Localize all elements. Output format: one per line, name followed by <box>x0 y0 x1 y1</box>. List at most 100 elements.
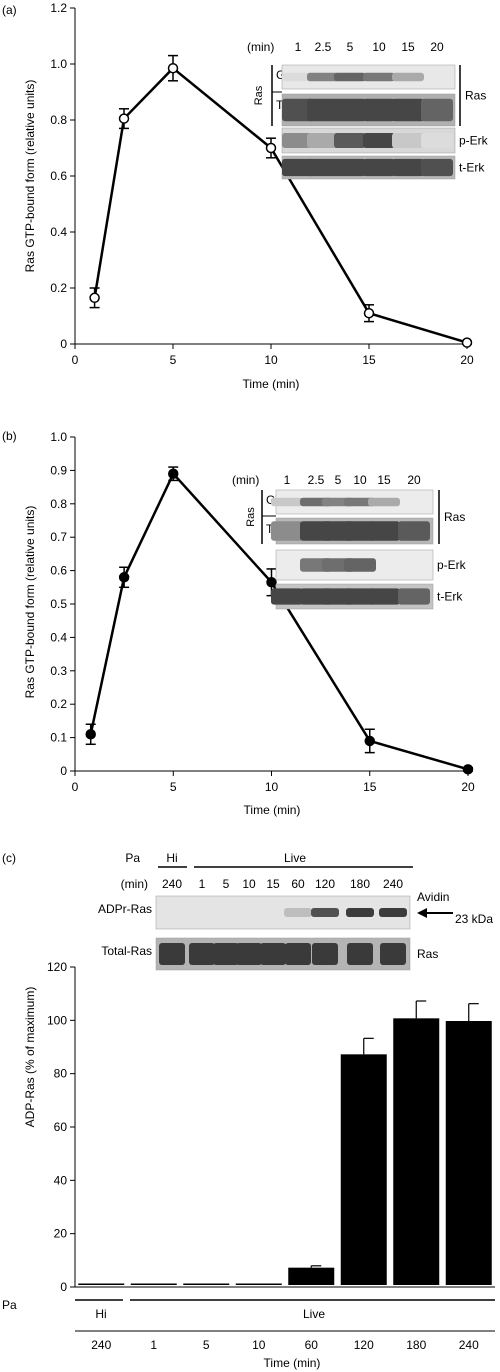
inset-row-label-perk: p-Erk <box>459 134 489 148</box>
blot-lane-label: 240 <box>162 877 182 891</box>
y-tick-label: 0.6 <box>50 564 67 578</box>
blot-avidin-label: Avidin <box>417 890 449 904</box>
blot-band <box>189 943 215 965</box>
inset-ras-side-label: Ras <box>245 507 257 527</box>
blot-lane-label: 120 <box>315 877 335 891</box>
blot-band <box>392 133 424 148</box>
blot-band <box>334 98 366 122</box>
data-point <box>462 764 474 775</box>
data-point <box>118 572 130 583</box>
blot-band <box>421 158 453 177</box>
blot-band <box>334 72 366 82</box>
inset-ras-right-label: Ras <box>444 510 465 524</box>
blot-band <box>282 98 314 122</box>
y-tick-label: 0 <box>60 337 67 351</box>
panel-b-label: (b) <box>2 429 17 443</box>
panel-a-x-axis-label: Time (min) <box>243 377 300 391</box>
panel-b-y-axis-label: Ras GTP-bound form (relative units) <box>23 506 37 699</box>
blot-lane-label: 10 <box>242 877 256 891</box>
data-point <box>364 735 375 747</box>
blot-min-label: (min) <box>121 877 148 891</box>
blot-band <box>346 908 374 917</box>
bar <box>78 1283 125 1285</box>
data-point <box>266 577 277 588</box>
blot-band <box>363 133 395 148</box>
inset-lane-label: 2.5 <box>308 473 325 487</box>
blot-band <box>284 908 312 917</box>
inset-min-label: (min) <box>247 40 274 54</box>
y-tick-label: 60 <box>54 1120 68 1134</box>
blot-band <box>282 133 314 148</box>
blot-row1-label: ADPr-Ras <box>98 902 152 916</box>
inset-lane-label: 10 <box>353 473 367 487</box>
data-point <box>89 292 100 304</box>
blot-band <box>159 943 185 965</box>
data-point <box>167 62 179 74</box>
blot-band <box>392 72 424 82</box>
x-category-label: 5 <box>203 1338 210 1352</box>
data-point <box>363 307 375 319</box>
inset-lane-label: 15 <box>401 40 415 54</box>
y-tick-label: 0.1 <box>50 731 67 745</box>
bar <box>445 1021 492 1285</box>
inset-lane-label: 2.5 <box>315 40 332 54</box>
x-category-label: 120 <box>354 1338 374 1352</box>
y-tick-label: 0.9 <box>50 463 67 477</box>
blot-lane-label: 240 <box>383 877 403 891</box>
inset-row-label-perk: p-Erk <box>437 558 467 572</box>
y-tick-label: 1.0 <box>50 57 67 71</box>
y-tick-label: 0.4 <box>50 630 67 644</box>
y-tick-label: 20 <box>54 1227 68 1241</box>
blot-band <box>282 158 314 177</box>
blot-band <box>344 558 376 572</box>
y-tick-label: 0.2 <box>50 281 67 295</box>
x-tick-label: 10 <box>265 780 279 794</box>
blot-lane-label: 15 <box>266 877 280 891</box>
x-category-label: 60 <box>305 1338 319 1352</box>
panel-c-plot <box>78 1000 492 1285</box>
inset-lane-label: 1 <box>284 473 291 487</box>
blot-band <box>421 133 453 148</box>
blot-band <box>363 98 395 122</box>
panel-a-label: (a) <box>2 3 17 17</box>
panel-a-axes: 00.20.40.60.81.01.20 5 10 15 20 <box>50 1 474 367</box>
panel-b: (b) Ras GTP-bound form (relative units) … <box>2 429 475 817</box>
x-category-label: 10 <box>252 1338 266 1352</box>
blot-arrow-head <box>417 908 427 918</box>
blot-band <box>379 908 407 917</box>
blot-band <box>285 943 311 965</box>
x-category-label: 180 <box>406 1338 426 1352</box>
panel-c: (c) ADP-Ras (% of maximum) Time (min) Pa… <box>2 851 495 1370</box>
blot-band <box>271 497 303 507</box>
y-tick-label: 0.8 <box>50 497 67 511</box>
blot-lane-label: 180 <box>350 877 370 891</box>
y-tick-label: 0 <box>60 764 67 778</box>
x-category-label: 240 <box>91 1338 111 1352</box>
panel-a-y-axis-label: Ras GTP-bound form (relative units) <box>23 80 37 273</box>
blot-kda-label: 23 kDa <box>455 912 493 926</box>
blot-band <box>347 943 373 965</box>
blot-band <box>260 943 286 965</box>
panel-c-x-axis-label: Time (min) <box>264 1356 321 1370</box>
blot-band <box>213 943 239 965</box>
blot-band <box>344 497 376 507</box>
bar <box>288 1267 335 1285</box>
x-tick-label: 20 <box>461 780 475 794</box>
y-tick-label: 0.3 <box>50 664 67 678</box>
y-tick-label: 0.6 <box>50 169 67 183</box>
blot-band <box>363 72 395 82</box>
pa-label: Pa <box>2 1298 17 1312</box>
inset-ras-right-label: Ras <box>465 89 486 103</box>
blot-band <box>307 98 339 122</box>
inset-lane-label: 20 <box>430 40 444 54</box>
y-tick-label: 1.0 <box>50 430 67 444</box>
blot-band <box>368 588 400 605</box>
y-tick-label: 0.5 <box>50 597 67 611</box>
blot-band <box>334 158 366 177</box>
inset-lane-label: 20 <box>407 473 421 487</box>
blot-band <box>271 588 303 605</box>
blot-band <box>392 158 424 177</box>
inset-lane-label: 10 <box>372 40 386 54</box>
blot-pa-label: Pa <box>125 851 140 865</box>
x-tick-label: 5 <box>170 780 177 794</box>
